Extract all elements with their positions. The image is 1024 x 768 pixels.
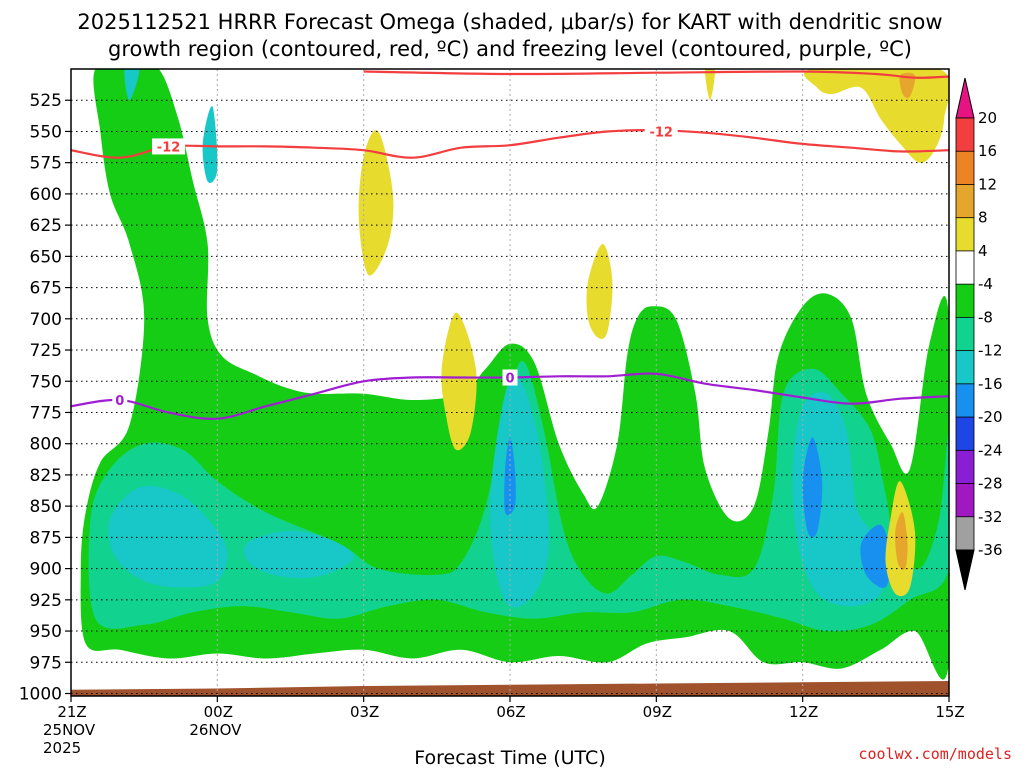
- colorbar-bin-6: [955, 316, 975, 352]
- contour-label-dgz-bottom-1: -12: [649, 125, 673, 140]
- credit-text: coolwx.com/models: [858, 745, 1012, 763]
- colorbar-label-10: -24: [978, 441, 1003, 459]
- y-tick-label-850: 850: [30, 497, 62, 517]
- colorbar-label-3: 8: [978, 209, 988, 227]
- x-tick-year-21Z: 2025: [43, 739, 81, 757]
- y-tick-label-950: 950: [30, 622, 62, 642]
- colorbar-label-11: -28: [978, 475, 1003, 493]
- x-tick-sublabel-21Z: 25NOV: [43, 721, 96, 739]
- omega-region-16: [705, 69, 715, 101]
- x-tick-label-21Z: 21Z: [57, 703, 86, 721]
- omega-region-3: [243, 530, 354, 579]
- colorbar-label-1: 16: [978, 142, 997, 160]
- omega-region-8: [504, 437, 516, 516]
- y-tick-label-675: 675: [30, 279, 62, 299]
- x-tick-label-15Z: 15Z: [935, 703, 964, 721]
- y-tick-label-575: 575: [30, 154, 62, 174]
- colorbar-bin-7: [955, 350, 975, 385]
- omega-region-11: [358, 130, 394, 276]
- contour-label-bg-freezing-level-0: [112, 391, 128, 408]
- colorbar-label-13: -36: [978, 541, 1003, 559]
- omega-region-12: [441, 312, 477, 451]
- contour-dgz-bottom: [71, 129, 949, 159]
- colorbar-bin-4: [955, 250, 975, 285]
- colorbar-bin-0: [955, 117, 975, 152]
- y-axis-ticks: 525 550 575 600 625 650 675 700 725 750 775 800 825 8…: [19, 91, 71, 705]
- colorbar-label-8: -16: [978, 375, 1003, 393]
- chart-title-line-1: 2025112521 HRRR Forecast Omega (shaded, …: [77, 10, 942, 34]
- y-tick-label-750: 750: [30, 372, 62, 392]
- omega-region-14: [804, 69, 949, 163]
- colorbar-top-arrow: [955, 77, 975, 119]
- contour-labels: -12 -12 0 0: [112, 123, 678, 409]
- colorbar-bin-8: [955, 383, 975, 418]
- omega-region-17: [895, 512, 908, 570]
- omega-region-9: [802, 437, 823, 538]
- omega-region-2: [108, 485, 228, 588]
- omega-region-10: [860, 524, 891, 588]
- colorbar-label-9: -20: [978, 408, 1003, 426]
- y-tick-label-775: 775: [30, 403, 62, 423]
- y-tick-label-925: 925: [30, 591, 62, 611]
- colorbar: 20 16 12 8 4 -4 -8 -12 -16 -20 -24 -28 -32 -36: [955, 77, 1003, 591]
- y-tick-label-525: 525: [30, 91, 62, 111]
- x-tick-label-00Z: 00Z: [204, 703, 233, 721]
- colorbar-bin-2: [955, 184, 975, 219]
- omega-region-6: [202, 106, 218, 183]
- y-tick-label-900: 900: [30, 560, 62, 580]
- y-tick-label-800: 800: [30, 435, 62, 455]
- x-tick-label-09Z: 09Z: [643, 703, 672, 721]
- colorbar-label-12: -32: [978, 508, 1003, 526]
- chart-title-line-2: growth region (contoured, red, ºC) and f…: [108, 37, 912, 61]
- y-tick-label-825: 825: [30, 466, 62, 486]
- colorbar-bin-5: [955, 283, 975, 319]
- contour-label-freezing-level-1: 0: [505, 372, 514, 387]
- x-tick-label-12Z: 12Z: [789, 703, 818, 721]
- terrain-strip: [71, 681, 949, 696]
- colorbar-bin-3: [955, 217, 975, 252]
- colorbar-bin-10: [955, 449, 975, 485]
- y-tick-label-625: 625: [30, 216, 62, 236]
- colorbar-bottom-arrow: [955, 549, 975, 591]
- colorbar-label-7: -12: [978, 342, 1003, 360]
- contour-label-bg-freezing-level-1: [502, 369, 518, 386]
- colorbar-bin-9: [955, 416, 975, 452]
- contour-label-bg-dgz-bottom-1: [644, 123, 678, 140]
- y-tick-label-875: 875: [30, 528, 62, 548]
- y-tick-label-725: 725: [30, 341, 62, 361]
- y-tick-label-650: 650: [30, 247, 62, 267]
- y-tick-label-1000: 1000: [19, 685, 62, 705]
- contour-label-bg-dgz-bottom-0: [152, 138, 186, 155]
- contour-label-dgz-bottom-0: -12: [157, 140, 181, 155]
- omega-region-4: [490, 374, 550, 608]
- colorbar-label-4: 4: [978, 242, 988, 260]
- colorbar-label-5: -4: [978, 275, 993, 293]
- colorbar-label-0: 20: [978, 109, 997, 127]
- colorbar-bin-12: [955, 516, 975, 551]
- x-axis-label: Forecast Time (UTC): [414, 747, 605, 768]
- contour-label-freezing-level-0: 0: [115, 394, 124, 409]
- colorbar-label-6: -8: [978, 308, 993, 326]
- colorbar-bin-11: [955, 483, 975, 518]
- contour-dgz-top: [363, 70, 949, 79]
- colorbar-label-2: 12: [978, 175, 997, 193]
- colorbar-bin-1: [955, 150, 975, 186]
- y-tick-label-975: 975: [30, 653, 62, 673]
- y-tick-label-600: 600: [30, 185, 62, 205]
- omega-region-7: [124, 69, 140, 101]
- omega-region-18: [899, 72, 916, 99]
- y-tick-label-700: 700: [30, 310, 62, 330]
- x-tick-label-03Z: 03Z: [350, 703, 379, 721]
- omega-region-13: [586, 243, 613, 339]
- x-tick-label-06Z: 06Z: [496, 703, 525, 721]
- x-tick-sublabel-00Z: 26NOV: [189, 721, 242, 739]
- y-tick-label-550: 550: [30, 122, 62, 142]
- grid-lines: [71, 69, 949, 696]
